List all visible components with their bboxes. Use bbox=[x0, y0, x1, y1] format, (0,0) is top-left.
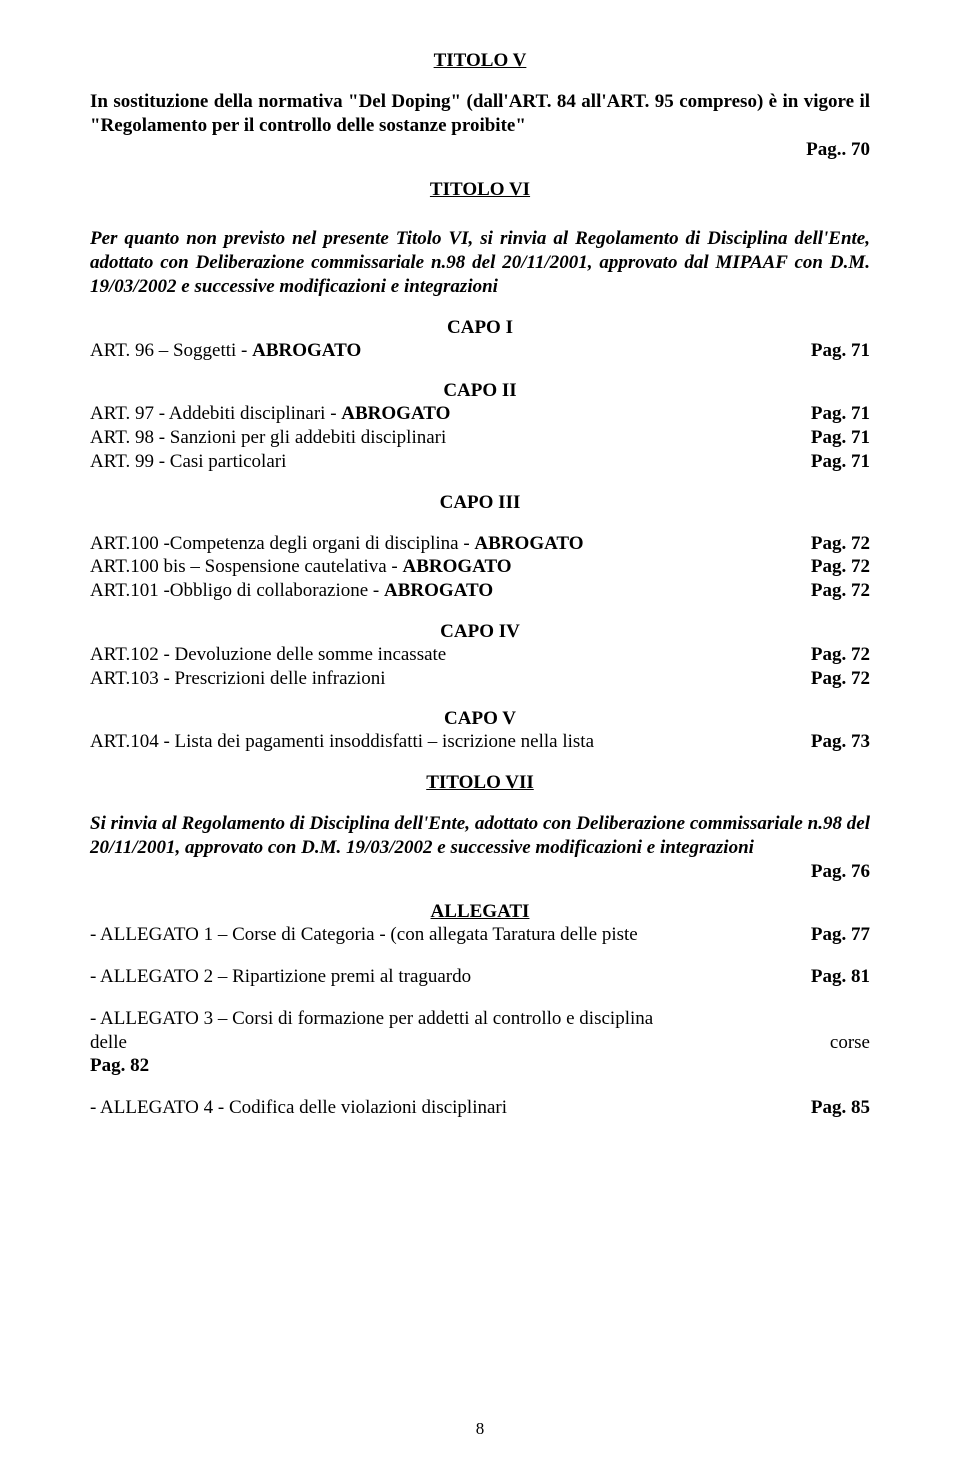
entry-label: - ALLEGATO 4 - Codifica delle violazioni… bbox=[90, 1096, 507, 1120]
entry-page: Pag. 81 bbox=[801, 965, 870, 989]
entry-page: Pag. 72 bbox=[801, 579, 870, 603]
titolo-vi-body: Per quanto non previsto nel presente Tit… bbox=[90, 227, 870, 298]
table-row: ART.103 - Prescrizioni delle infrazioni … bbox=[90, 667, 870, 691]
capo-ii-title: CAPO II bbox=[90, 380, 870, 402]
entry-label: ART.102 - Devoluzione delle somme incass… bbox=[90, 643, 446, 667]
entry-bold: ABROGATO bbox=[384, 580, 493, 601]
entry-text: ART.100 -Competenza degli organi di disc… bbox=[90, 533, 474, 554]
table-row: - ALLEGATO 1 – Corse di Categoria - (con… bbox=[90, 923, 870, 947]
titolo-vii-body: Si rinvia al Regolamento di Disciplina d… bbox=[90, 812, 870, 860]
entry-label: ART. 99 - Casi particolari bbox=[90, 450, 286, 474]
entry-page: Pag. 72 bbox=[801, 643, 870, 667]
entry-label: ART. 96 – Soggetti - ABROGATO bbox=[90, 339, 361, 363]
capo-i-title: CAPO I bbox=[90, 317, 870, 339]
entry-label: ART.100 -Competenza degli organi di disc… bbox=[90, 532, 584, 556]
allegato-3-line2: delle corse bbox=[90, 1031, 870, 1055]
table-row: ART. 99 - Casi particolari Pag. 71 bbox=[90, 450, 870, 474]
entry-page: Pag. 72 bbox=[801, 555, 870, 579]
entry-text: ART. 96 – Soggetti - bbox=[90, 340, 252, 361]
table-row: ART. 98 - Sanzioni per gli addebiti disc… bbox=[90, 426, 870, 450]
table-row: ART. 97 - Addebiti disciplinari - ABROGA… bbox=[90, 402, 870, 426]
entry-page: Pag. 77 bbox=[801, 923, 870, 947]
entry-page: Pag. 71 bbox=[801, 426, 870, 450]
titolo-v-body: In sostituzione della normativa "Del Dop… bbox=[90, 90, 870, 138]
entry-label: ART.100 bis – Sospensione cautelativa - … bbox=[90, 555, 512, 579]
allegato-3-page: Pag. 82 bbox=[90, 1054, 870, 1078]
titolo-v-page: Pag.. 70 bbox=[90, 138, 870, 162]
page-number: 8 bbox=[0, 1419, 960, 1439]
entry-bold: ABROGATO bbox=[341, 403, 450, 424]
entry-page: Pag. 73 bbox=[801, 730, 870, 754]
allegati-heading: ALLEGATI bbox=[90, 901, 870, 923]
capo-v-title: CAPO V bbox=[90, 708, 870, 730]
table-row: ART.102 - Devoluzione delle somme incass… bbox=[90, 643, 870, 667]
entry-text: ART.100 bis – Sospensione cautelativa - bbox=[90, 556, 402, 577]
entry-page: Pag. 85 bbox=[801, 1096, 870, 1120]
entry-page: Pag. 71 bbox=[801, 450, 870, 474]
entry-text: ART. 97 - Addebiti disciplinari - bbox=[90, 403, 341, 424]
capo-iii-title: CAPO III bbox=[90, 492, 870, 514]
table-row: ART.104 - Lista dei pagamenti insoddisfa… bbox=[90, 730, 870, 754]
table-row: - ALLEGATO 2 – Ripartizione premi al tra… bbox=[90, 965, 870, 989]
entry-page: Pag. 71 bbox=[801, 402, 870, 426]
allegato-3-line1: - ALLEGATO 3 – Corsi di formazione per a… bbox=[90, 1007, 870, 1031]
entry-page: Pag. 72 bbox=[801, 667, 870, 691]
table-row: ART.101 -Obbligo di collaborazione - ABR… bbox=[90, 579, 870, 603]
table-row: ART. 96 – Soggetti - ABROGATO Pag. 71 bbox=[90, 339, 870, 363]
entry-text: ART.101 -Obbligo di collaborazione - bbox=[90, 580, 384, 601]
titolo-vii-page: Pag. 76 bbox=[90, 860, 870, 884]
document-page: TITOLO V In sostituzione della normativa… bbox=[0, 0, 960, 1457]
table-row: ART.100 -Competenza degli organi di disc… bbox=[90, 532, 870, 556]
entry-label: ART.103 - Prescrizioni delle infrazioni bbox=[90, 667, 386, 691]
entry-label: ART. 98 - Sanzioni per gli addebiti disc… bbox=[90, 426, 446, 450]
entry-label: ART. 97 - Addebiti disciplinari - ABROGA… bbox=[90, 402, 450, 426]
entry-bold: ABROGATO bbox=[474, 533, 583, 554]
entry-label: ART.101 -Obbligo di collaborazione - ABR… bbox=[90, 579, 493, 603]
entry-label: ART.104 - Lista dei pagamenti insoddisfa… bbox=[90, 730, 594, 754]
entry-bold: ABROGATO bbox=[252, 340, 361, 361]
entry-label: - ALLEGATO 2 – Ripartizione premi al tra… bbox=[90, 965, 471, 989]
entry-page: Pag. 71 bbox=[801, 339, 870, 363]
entry-label: - ALLEGATO 1 – Corse di Categoria - (con… bbox=[90, 923, 638, 947]
table-row: - ALLEGATO 4 - Codifica delle violazioni… bbox=[90, 1096, 870, 1120]
titolo-vii-heading: TITOLO VII bbox=[90, 772, 870, 794]
titolo-vi-heading: TITOLO VI bbox=[90, 179, 870, 201]
entry-bold: ABROGATO bbox=[402, 556, 511, 577]
entry-text: delle bbox=[90, 1031, 127, 1055]
table-row: ART.100 bis – Sospensione cautelativa - … bbox=[90, 555, 870, 579]
capo-iv-title: CAPO IV bbox=[90, 621, 870, 643]
titolo-v-heading: TITOLO V bbox=[90, 50, 870, 72]
entry-text: corse bbox=[820, 1031, 870, 1055]
entry-page: Pag. 72 bbox=[801, 532, 870, 556]
